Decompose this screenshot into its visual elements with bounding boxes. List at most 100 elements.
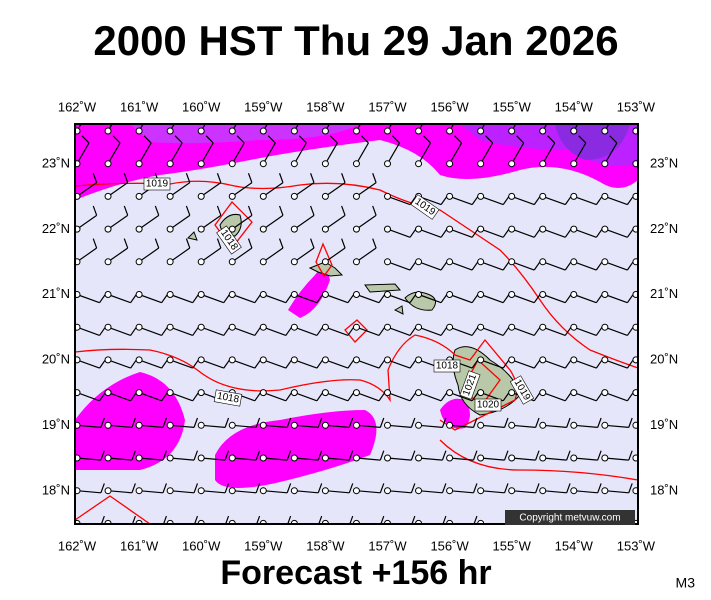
- barb-station: [601, 356, 609, 364]
- barb-feather: [185, 173, 191, 183]
- barb-station: [415, 258, 423, 266]
- isobar-label: 1018: [433, 359, 461, 373]
- barb-feather: [254, 359, 262, 369]
- barb-station: [601, 454, 609, 462]
- barb-feather: [595, 326, 603, 336]
- barb-station: [601, 192, 609, 200]
- barb-staff: [200, 359, 224, 369]
- barb-feather: [564, 359, 572, 369]
- barb-feather: [99, 326, 106, 336]
- longitude-label: 162˚W: [58, 538, 97, 553]
- isobar-label: 1020: [474, 398, 502, 412]
- barb-staff: [480, 424, 505, 428]
- barb-staff: [386, 142, 401, 164]
- barb-station: [104, 454, 112, 462]
- barb-station: [352, 421, 360, 429]
- barb-station: [477, 421, 485, 429]
- barb-station: [384, 454, 391, 462]
- barb-station: [290, 487, 298, 495]
- barb-staff: [356, 457, 381, 461]
- barb-feather: [409, 392, 417, 402]
- barb-feather: [193, 450, 199, 461]
- barb-staff: [200, 124, 206, 132]
- barb-staff: [76, 293, 100, 304]
- barb-feather: [409, 359, 417, 369]
- barb-station: [135, 258, 143, 266]
- barb-feather: [162, 483, 167, 493]
- barb-station: [570, 291, 578, 298]
- barb-station: [601, 127, 609, 135]
- barb-station: [508, 258, 516, 266]
- barb-station: [290, 454, 298, 462]
- barb-station: [539, 192, 547, 200]
- barb-staff: [169, 392, 193, 402]
- copyright: Copyright metvuw.com: [519, 513, 620, 524]
- barb-staff: [387, 293, 411, 304]
- barb-staff: [231, 142, 245, 164]
- barb-staff: [169, 293, 193, 304]
- barb-feather: [626, 228, 634, 238]
- isobar: [315, 242, 333, 278]
- barb-staff: [449, 124, 455, 132]
- barb-feather: [236, 135, 245, 144]
- barb-feather: [379, 417, 385, 428]
- barb-feather: [564, 392, 572, 402]
- barb-station: [632, 389, 638, 397]
- barb-feather: [131, 417, 136, 428]
- barb-station: [228, 487, 236, 495]
- barb-feather: [597, 450, 602, 461]
- barb-feather: [192, 326, 199, 336]
- barb-station: [290, 160, 298, 168]
- barb-staff: [635, 457, 638, 459]
- barb-feather: [161, 326, 168, 336]
- barb-station: [259, 258, 267, 266]
- barb-station: [104, 421, 112, 429]
- barb-feather: [485, 135, 494, 144]
- barb-staff: [138, 142, 152, 164]
- barb-staff: [449, 457, 474, 461]
- barb-feather: [317, 417, 323, 428]
- barb-feather: [286, 450, 292, 461]
- barb-station: [135, 127, 143, 135]
- barb-staff: [325, 392, 349, 402]
- wind-area: [130, 124, 360, 144]
- barb-staff: [449, 326, 473, 336]
- barb-staff: [201, 457, 226, 461]
- latitude-label: 23˚N: [42, 155, 70, 170]
- barb-staff: [356, 182, 377, 197]
- barb-staff: [170, 490, 195, 494]
- barb-station: [197, 258, 205, 266]
- barb-station: [135, 323, 143, 331]
- barb-staff: [76, 124, 82, 132]
- barb-feather: [224, 483, 230, 493]
- barb-feather: [392, 135, 400, 144]
- barb-staff: [604, 392, 628, 402]
- barb-station: [477, 454, 485, 462]
- barb-station: [228, 291, 236, 298]
- barb-station: [166, 454, 174, 462]
- barb-staff: [138, 359, 162, 369]
- barb-feather: [471, 326, 479, 336]
- barb-staff: [480, 261, 504, 271]
- barb-feather: [347, 294, 355, 304]
- barb-station: [539, 160, 547, 168]
- barb-station: [75, 421, 81, 429]
- barb-station: [632, 192, 638, 200]
- barb-staff: [542, 228, 566, 238]
- barb-staff: [480, 326, 504, 336]
- barb-feather: [379, 483, 385, 493]
- barb-staff: [511, 124, 517, 132]
- barb-staff: [356, 392, 380, 402]
- barb-feather: [185, 205, 191, 216]
- barb-station: [75, 487, 81, 495]
- longitude-label: 160˚W: [182, 99, 221, 114]
- barb-staff: [325, 214, 346, 230]
- barb-feather: [502, 326, 510, 336]
- barb-station: [570, 487, 578, 495]
- barb-feather: [92, 238, 98, 249]
- barb-station: [75, 192, 81, 200]
- longitude-label: 159˚W: [244, 538, 283, 553]
- barb-staff: [263, 359, 287, 369]
- barb-feather: [502, 261, 510, 271]
- barb-station: [166, 160, 174, 168]
